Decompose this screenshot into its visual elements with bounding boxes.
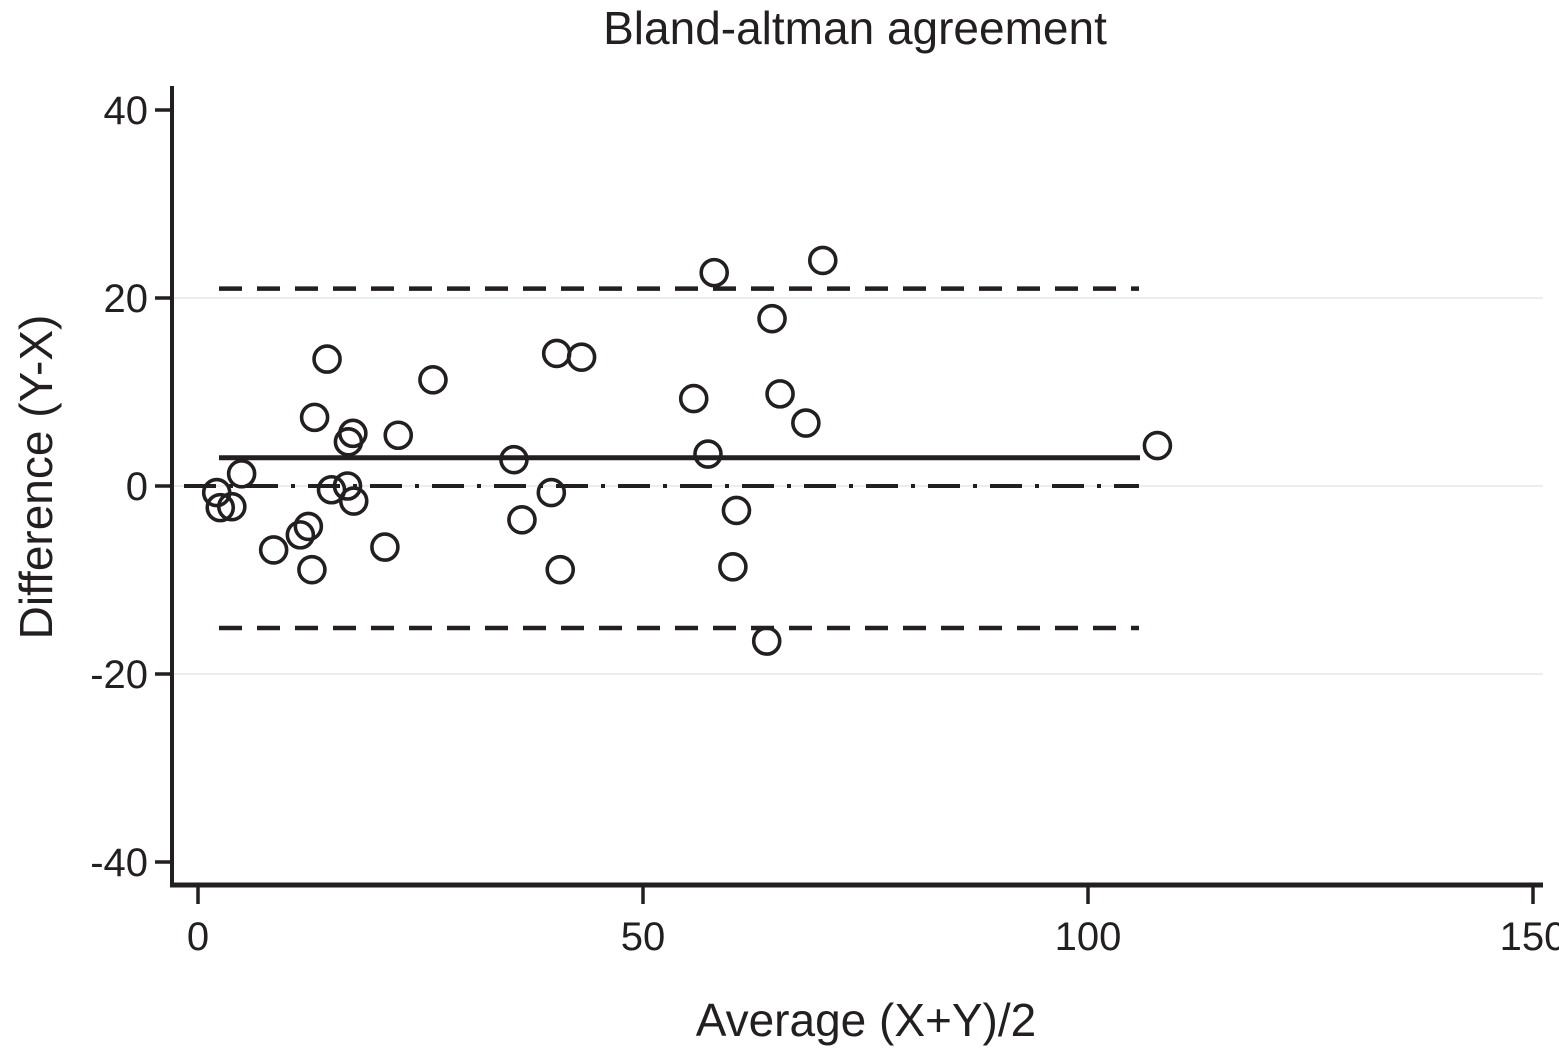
- tick-label-layer: 40 20 0 -20 -40 0 50 100 150: [90, 89, 1559, 959]
- data-point: [545, 554, 576, 585]
- data-point: [299, 402, 330, 433]
- data-point: [217, 491, 247, 522]
- data-point: [765, 379, 795, 409]
- data-point: [312, 344, 342, 374]
- y-axis-label: Difference (Y-X): [10, 315, 62, 640]
- data-point: [507, 505, 537, 535]
- y-tick-label-40: 40: [104, 89, 149, 133]
- x-tick-label-0: 0: [187, 915, 209, 959]
- data-point: [258, 535, 289, 565]
- data-point: [499, 444, 529, 475]
- data-point: [536, 477, 567, 508]
- x-tick-label-100: 100: [1055, 915, 1122, 959]
- data-point: [383, 420, 414, 451]
- x-tick-label-50: 50: [621, 915, 666, 959]
- data-point: [293, 511, 324, 542]
- data-point: [757, 303, 787, 334]
- data-point: [1142, 430, 1173, 461]
- data-point: [678, 383, 709, 414]
- data-point: [332, 471, 363, 501]
- data-point: [693, 439, 723, 469]
- data-point: [791, 408, 821, 438]
- y-tick-label-20: 20: [104, 277, 149, 321]
- y-tick-label--20: -20: [90, 653, 148, 697]
- data-point: [718, 552, 748, 582]
- y-tick-label-0: 0: [126, 465, 148, 509]
- data-point: [541, 338, 572, 369]
- axis-layer: [155, 86, 1543, 904]
- data-point: [285, 520, 316, 550]
- y-tick-label--40: -40: [90, 841, 148, 885]
- data-point: [226, 458, 257, 489]
- x-tick-label-150: 150: [1500, 915, 1559, 959]
- data-point: [205, 492, 236, 523]
- data-point-layer: [201, 245, 1173, 656]
- reference-line-layer: [184, 286, 1140, 631]
- data-point: [699, 257, 730, 288]
- data-point: [370, 532, 400, 562]
- chart-title: Bland-altman agreement: [603, 2, 1107, 54]
- data-point: [338, 486, 369, 516]
- data-point: [751, 626, 782, 656]
- data-point: [338, 418, 368, 449]
- data-point: [566, 342, 597, 373]
- data-point: [297, 554, 327, 585]
- data-point: [807, 245, 838, 276]
- x-axis-label: Average (X+Y)/2: [696, 994, 1037, 1046]
- data-point: [418, 364, 448, 395]
- data-point: [721, 495, 752, 526]
